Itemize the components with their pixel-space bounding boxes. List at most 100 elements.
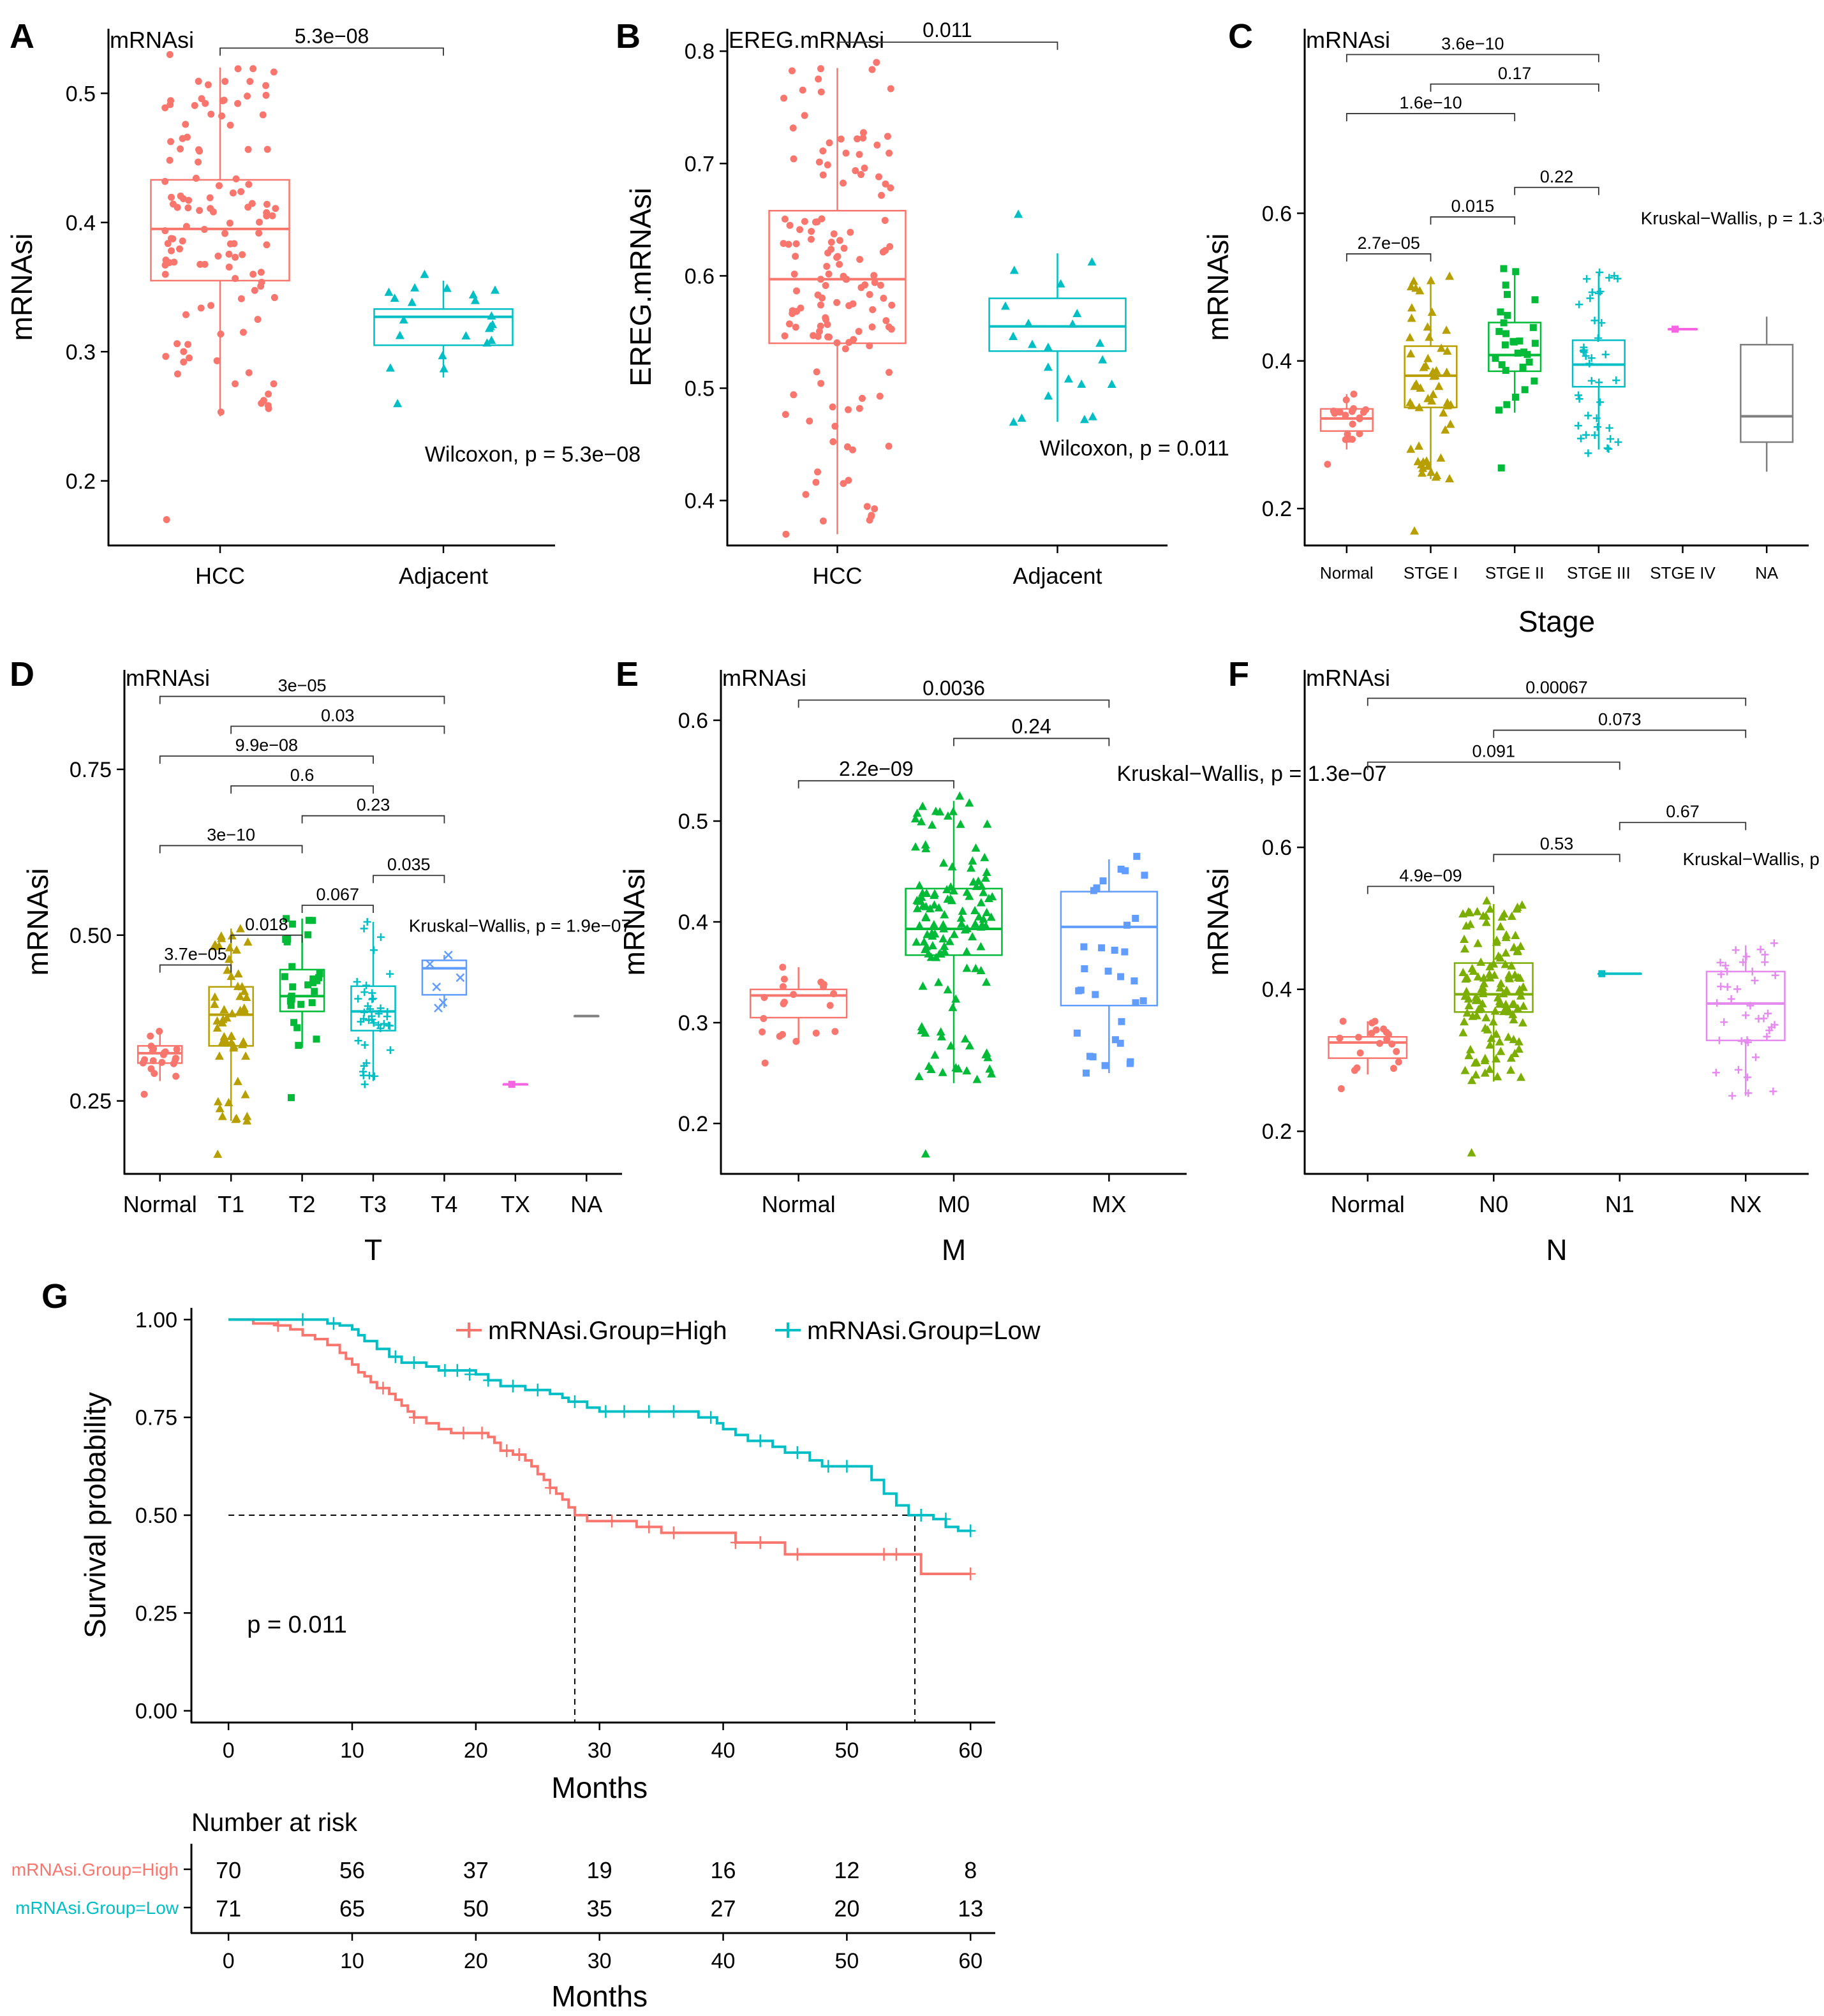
data-point: [1426, 276, 1435, 285]
data-point: [487, 311, 496, 320]
data-point: [980, 852, 990, 861]
data-point: [1121, 948, 1129, 956]
data-point: [195, 158, 202, 166]
data-point: [845, 339, 853, 346]
x-axis-label: M: [942, 1233, 966, 1266]
x-tick-label: M0: [938, 1191, 970, 1217]
data-point: [929, 919, 938, 928]
box-M0: [905, 791, 1003, 1158]
legend: mRNAsi.Group=High mRNAsi.Group=Low: [456, 1317, 1041, 1345]
data-point: [241, 1051, 251, 1060]
data-point: [924, 949, 933, 958]
data-point: [1510, 338, 1518, 346]
bracket-line: [1346, 113, 1516, 122]
data-point: [376, 1024, 385, 1032]
x-tick-label: STGE I: [1404, 563, 1458, 582]
data-point: [1464, 1001, 1474, 1010]
data-point: [214, 1051, 224, 1060]
data-point: [790, 991, 797, 998]
km-curve-mRNAsi.Group=High: [228, 1318, 976, 1580]
data-point: [1717, 970, 1725, 979]
comparison-bracket: 0.67: [1619, 802, 1747, 831]
x-tick-label: N0: [1479, 1191, 1508, 1217]
data-point: [219, 1005, 229, 1014]
data-point: [854, 135, 861, 143]
bracket-line: [1346, 54, 1599, 63]
data-point: [308, 999, 316, 1007]
y-tick-label: 0.2: [66, 470, 96, 494]
data-point: [1516, 991, 1525, 1000]
data-point: [1723, 982, 1731, 991]
data-point: [1723, 967, 1731, 975]
x-tick-label: HCC: [813, 563, 863, 589]
data-point: [1460, 1017, 1469, 1026]
box-body: [1740, 344, 1794, 443]
data-point: [1721, 961, 1730, 970]
risk-x-axis-label: Months: [551, 1980, 648, 2013]
data-point: [818, 215, 826, 223]
data-point: [197, 304, 205, 312]
data-point: [1509, 999, 1519, 1008]
data-point: [1495, 997, 1504, 1005]
bracket-line: [797, 780, 954, 789]
data-point: [167, 235, 175, 242]
data-point: [195, 146, 202, 154]
data-point: [1575, 300, 1583, 309]
data-point: [257, 269, 265, 276]
data-point: [369, 946, 378, 954]
comparison-pvalue: 0.67: [1666, 802, 1700, 821]
censor-mark: [823, 1460, 834, 1473]
data-point: [918, 801, 928, 810]
data-point: [1388, 1040, 1396, 1048]
data-point: [305, 917, 313, 924]
data-point: [859, 129, 867, 137]
data-point: [215, 182, 223, 189]
data-point: [1596, 268, 1604, 276]
data-point: [359, 1067, 367, 1076]
data-point: [885, 442, 893, 450]
y-tick-label: 1.00: [135, 1308, 177, 1332]
data-point: [283, 915, 290, 923]
data-point: [182, 311, 189, 318]
data-point: [793, 308, 801, 315]
data-point: [288, 920, 296, 928]
data-point: [1605, 274, 1613, 282]
data-point: [1717, 982, 1725, 991]
comparison-pvalue: 0.23: [357, 796, 390, 815]
data-point: [961, 1034, 970, 1043]
data-point: [979, 914, 988, 923]
data-point: [1504, 311, 1511, 319]
y-tick-label: 0.5: [678, 810, 708, 834]
panel-title: EREG.mRNAsi: [729, 27, 884, 53]
box-HCC: [150, 51, 290, 523]
data-point: [185, 196, 193, 204]
data-point: [827, 246, 835, 253]
data-point: [214, 252, 222, 260]
data-point: [1414, 403, 1424, 411]
data-point: [1734, 1065, 1742, 1074]
data-point: [260, 397, 267, 404]
censor-mark: [458, 1427, 469, 1440]
data-point: [970, 905, 980, 914]
y-tick-label: 0.4: [1262, 350, 1292, 374]
comparison-bracket: 5.3e−08: [219, 24, 444, 56]
data-point: [239, 329, 247, 336]
y-tick-label: 0.2: [1262, 497, 1292, 521]
box-Normal: [749, 963, 848, 1067]
comparison-pvalue: 0.17: [1498, 64, 1532, 83]
bracket-line: [219, 47, 444, 56]
data-point: [1504, 970, 1514, 979]
data-point: [948, 1002, 958, 1011]
data-point: [1027, 339, 1037, 348]
data-point: [1585, 359, 1594, 367]
data-point: [439, 364, 449, 373]
data-point: [1598, 319, 1606, 327]
data-point: [792, 323, 799, 331]
data-point: [386, 970, 394, 978]
data-point: [1601, 350, 1610, 359]
censor-mark: [669, 1526, 679, 1539]
data-point: [1473, 938, 1483, 947]
data-point: [1733, 985, 1742, 993]
data-point: [217, 408, 225, 416]
data-point: [1511, 931, 1520, 940]
